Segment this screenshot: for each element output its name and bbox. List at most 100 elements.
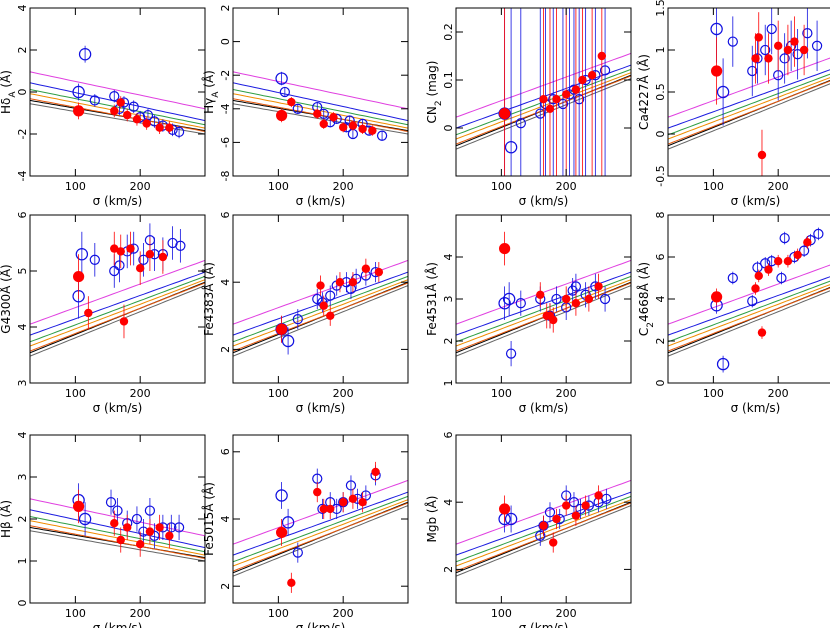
data-point-red [751,284,760,293]
model-line [668,284,830,347]
data-point-red [594,491,603,500]
data-point-blue [112,505,123,516]
data-point-blue [727,272,738,284]
panel-c24668: 100 200 0 2 4 6 8 σ (km/s) C24668Å (Å) [636,212,830,415]
data-point-red [793,250,802,260]
data-point-red [711,65,723,77]
data-point-red [764,54,773,63]
y-axis-label: HγA (Å) [201,70,221,114]
model-line [456,505,631,577]
data-point-red [545,104,555,114]
data-point-blue [376,130,388,141]
model-line [233,103,408,135]
data-point-red [361,264,371,273]
data-point-blue [109,265,120,277]
data-point-blue [716,357,730,371]
data-point-red [371,467,380,477]
plot-area [668,227,830,373]
model-line [668,57,830,118]
data-point-red [287,578,296,588]
y-tick-label: 4 [16,324,29,331]
data-point-red [158,252,168,262]
panel-fe4531: 100 200 1 2 3 4 σ (km/s) Fe4531Å (Å) [424,214,632,415]
y-tick-label: 0 [442,125,455,132]
data-point-blue [710,22,723,36]
y-tick-label: 4 [654,296,667,303]
data-point-red [549,538,558,547]
data-point-blue [281,516,295,529]
y-tick-label: 0.2 [442,23,455,41]
model-line [233,495,408,563]
data-point-red [348,121,358,130]
data-point-red [764,265,773,274]
y-tick-label: 4 [16,5,29,12]
x-tick-label: 100 [268,387,289,400]
data-point-blue [599,65,611,76]
y-tick-label: 4 [219,516,232,523]
x-tick-label: 100 [491,387,512,400]
plot-frame [667,7,830,177]
x-axis-label: σ (km/s) [519,194,569,208]
model-line [233,82,408,122]
x-axis-label: σ (km/s) [93,194,143,208]
data-point-blue [760,44,771,56]
data-point-blue [173,522,185,533]
data-point-red [348,278,358,287]
y-tick-label: -4 [219,103,232,114]
data-point-blue [779,232,790,244]
data-point-red [754,271,763,281]
data-point-blue [811,40,823,51]
y-tick-label: 0.5 [654,83,667,101]
model-line [668,287,830,352]
model-line [30,509,205,549]
data-point-red [783,45,793,55]
x-tick-label: 100 [703,387,724,400]
plot-area [30,483,205,562]
data-point-red [135,540,145,549]
data-point-blue [813,228,824,240]
data-point-blue [599,293,611,305]
data-point-red [597,51,607,61]
data-point-blue [504,140,518,154]
x-tick-label: 200 [333,180,354,193]
data-point-red [155,523,164,532]
model-line [668,276,830,336]
y-tick-label: 4 [219,279,232,286]
data-point-blue [89,95,100,106]
panel-cn2: 100 200 0 0.1 0.2 σ (km/s) CN2 (mag) [425,7,632,208]
x-tick-label: 100 [703,180,724,193]
data-point-blue [128,101,139,112]
plot-area [456,479,631,577]
data-point-blue [802,28,813,39]
x-tick-label: 200 [333,387,354,400]
data-point-blue [138,254,149,265]
data-point-red [287,97,296,107]
data-point-blue [312,293,323,305]
data-point-blue [502,292,516,306]
y-tick-label: 0.1 [442,71,455,89]
data-point-red [313,487,322,497]
y-tick-label: 1.5 [654,0,667,17]
y-axis-label: Ca4227Å (Å) [636,54,651,130]
data-point-blue [792,49,803,60]
model-line [233,505,408,577]
y-tick-label: 6 [442,432,455,439]
data-point-red [790,37,799,46]
model-line [30,271,205,336]
y-tick-label: 3 [16,474,29,481]
x-tick-label: 100 [268,180,289,193]
x-axis-label: σ (km/s) [519,621,569,628]
plot-frame [29,7,206,177]
y-tick-label: 2 [442,566,455,573]
x-tick-label: 100 [65,387,86,400]
data-point-red [374,267,384,277]
model-line [233,275,408,343]
plot-area [233,71,408,141]
data-point-blue [175,240,186,251]
model-line [668,280,830,343]
data-point-blue [766,23,777,35]
y-axis-label: Fe4383Å (Å) [201,262,216,336]
data-point-red [123,523,132,532]
data-point-red [711,291,723,303]
